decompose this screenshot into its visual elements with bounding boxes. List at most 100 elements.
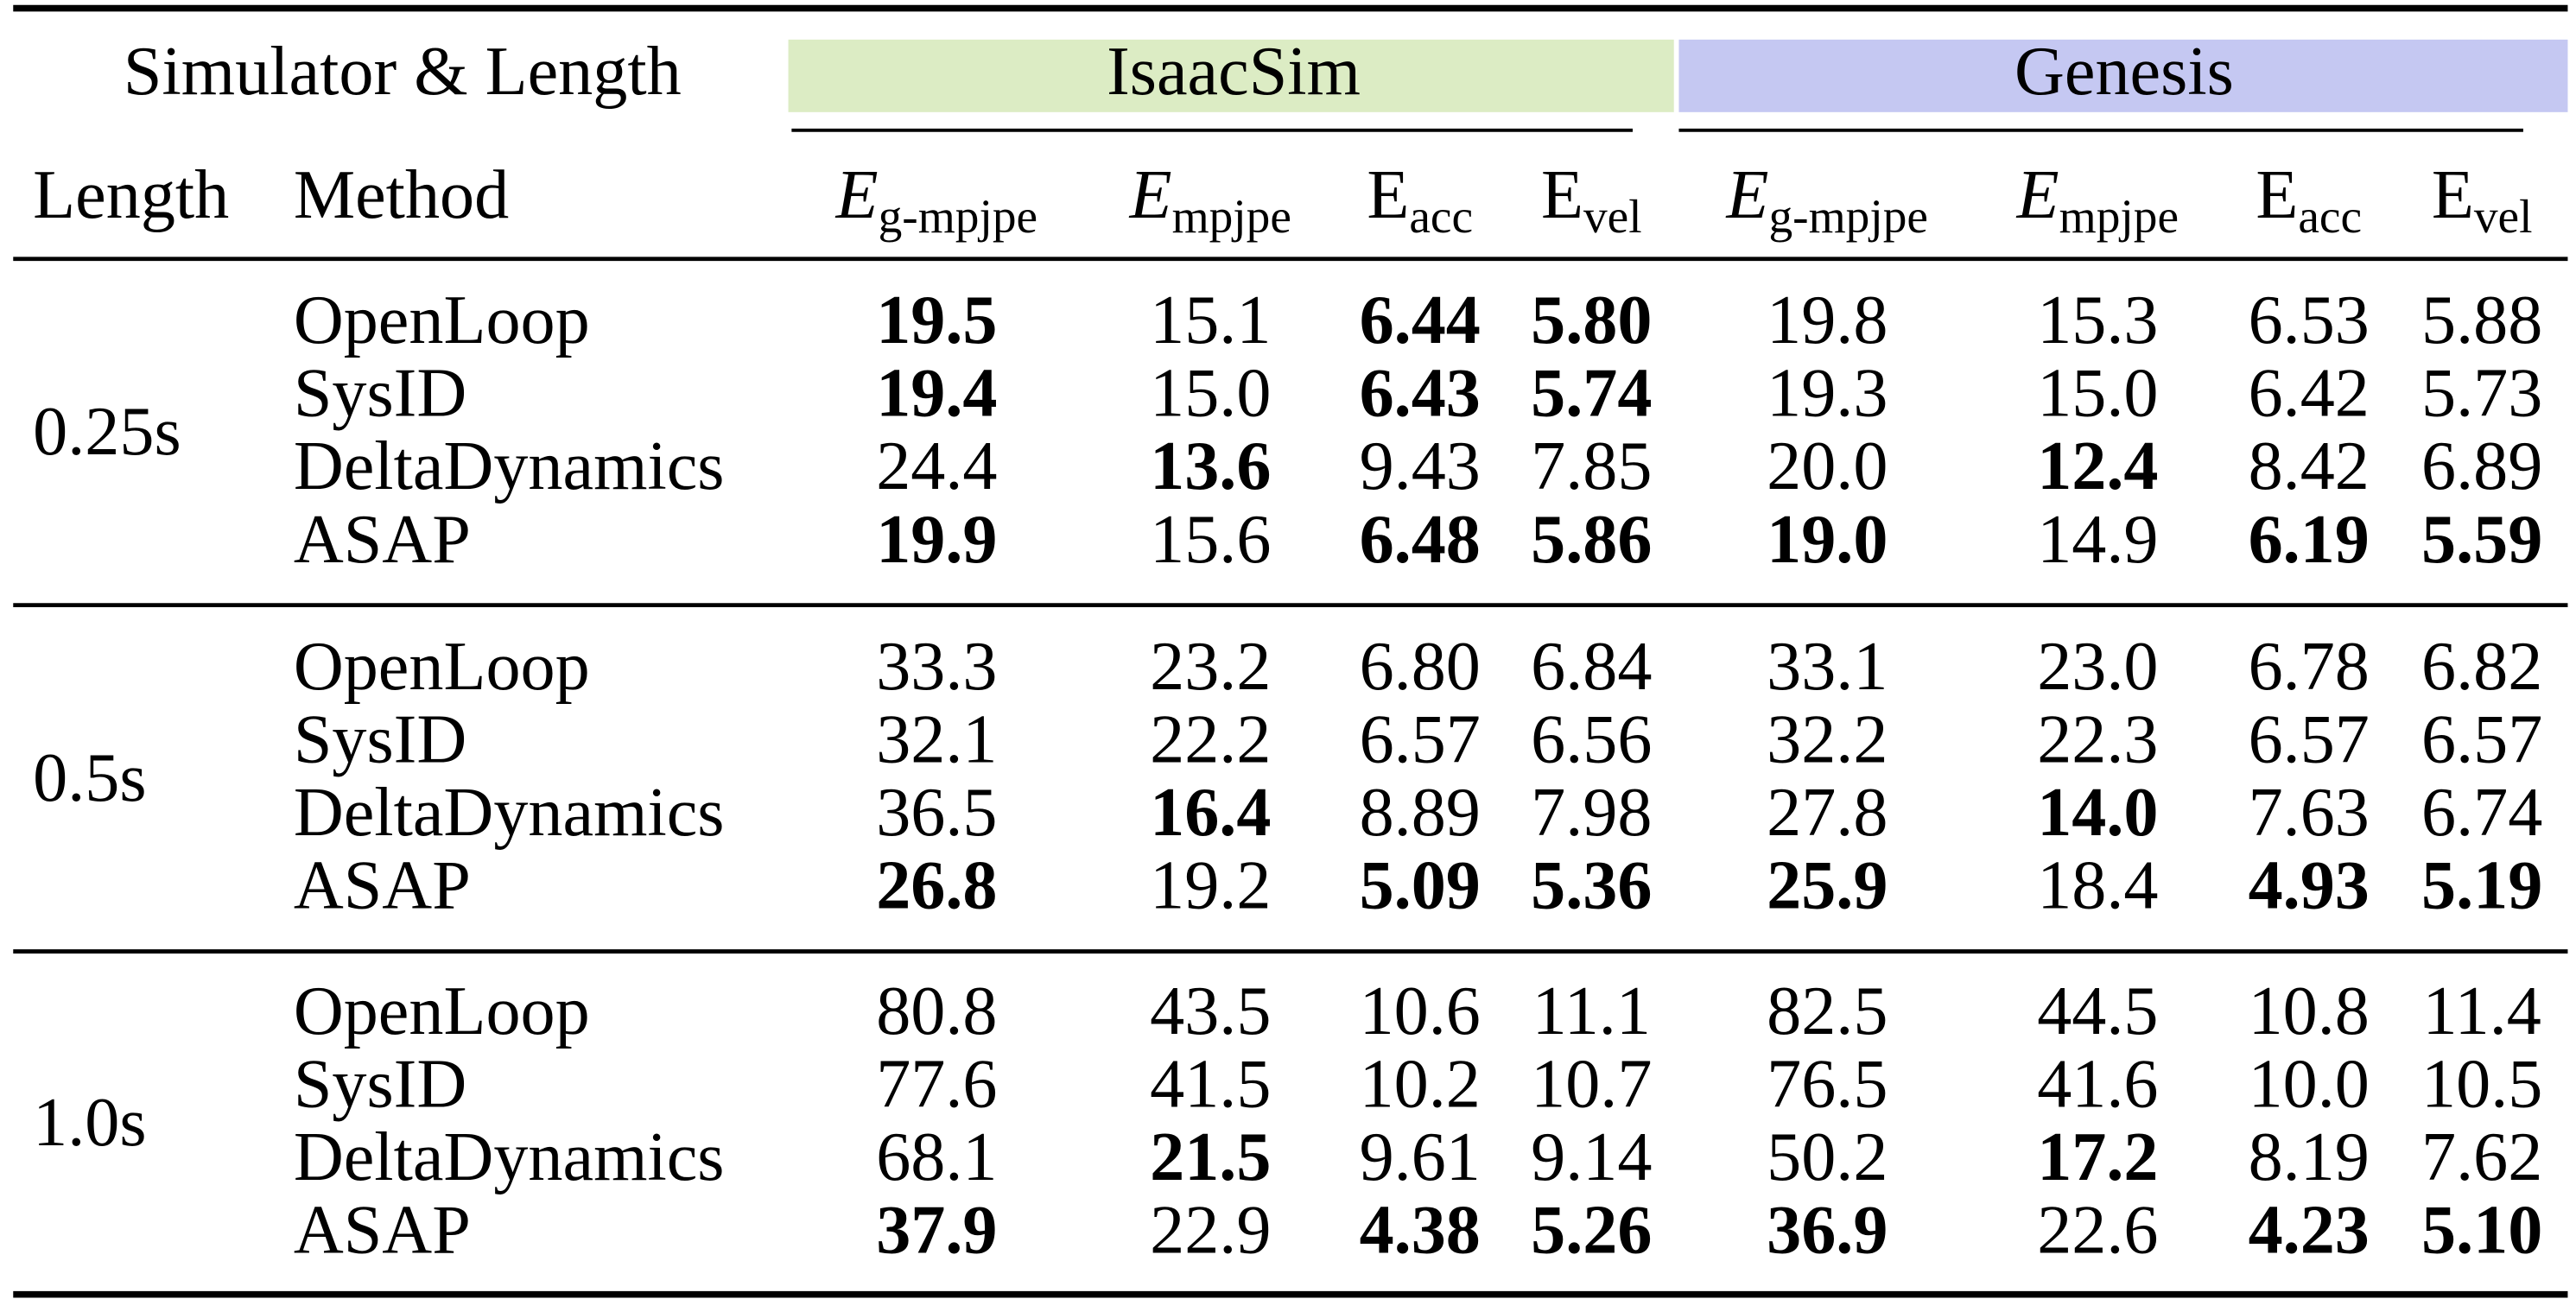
cell-value: 14.9 [2037,502,2158,578]
method-name: OpenLoop [294,282,590,358]
cell-value: 9.14 [1531,1119,1652,1195]
column-header: Empjpe [2016,157,2179,243]
group-header: Genesis [2014,34,2234,110]
cell-value: 6.78 [2249,629,2370,705]
cell-value: 37.9 [876,1193,997,1269]
column-header-main: E [1541,157,1583,233]
cell-value: 4.93 [2249,848,2370,924]
cell-value: 5.80 [1531,282,1652,358]
cell-value: 77.6 [876,1047,997,1123]
cell-value: 15.0 [2037,356,2158,432]
cell-value: 6.56 [1531,702,1652,778]
cell-value: 15.1 [1150,282,1271,358]
method-name: SysID [294,356,466,432]
column-header: Method [294,157,509,233]
column-header-sub: acc [1409,190,1473,243]
cell-value: 36.5 [876,775,997,851]
column-header: Eg-mpjpe [1726,157,1928,243]
cell-value: 7.85 [1531,428,1652,504]
cell-value: 4.38 [1360,1193,1481,1269]
column-header-main: E [2432,157,2474,233]
cell-value: 16.4 [1150,775,1271,851]
cell-value: 41.6 [2037,1047,2158,1123]
length-label: 1.0s [33,1085,146,1161]
column-header: Length [33,157,229,233]
group-header: IsaacSim [1107,34,1361,110]
method-name: ASAP [294,502,471,578]
cell-value: 15.3 [2037,282,2158,358]
column-header-sub: g-mpjpe [1769,190,1929,243]
length-label: 0.5s [33,740,146,816]
cell-value: 19.2 [1150,848,1271,924]
cell-value: 33.3 [876,629,997,705]
cell-value: 4.23 [2249,1193,2370,1269]
method-name: SysID [294,1047,466,1123]
cell-value: 24.4 [876,428,997,504]
top-left-header: Simulator & Length [124,34,682,110]
cell-value: 12.4 [2037,428,2158,504]
column-header: Evel [1541,157,1642,243]
cell-value: 23.2 [1150,629,1271,705]
cell-value: 6.48 [1360,502,1481,578]
cell-value: 19.8 [1767,282,1888,358]
cell-value: 5.74 [1531,356,1652,432]
cell-value: 6.57 [1360,702,1481,778]
cell-value: 6.53 [2249,282,2370,358]
length-label: 0.25s [33,394,181,470]
cell-value: 13.6 [1150,428,1271,504]
method-name: ASAP [294,1193,471,1269]
method-name: DeltaDynamics [294,775,725,851]
column-header-sub: vel [1583,190,1642,243]
cell-value: 6.43 [1360,356,1481,432]
cell-value: 17.2 [2037,1119,2158,1195]
cell-value: 20.0 [1767,428,1888,504]
cell-value: 5.10 [2421,1193,2542,1269]
cell-value: 11.1 [1532,973,1651,1049]
cell-value: 6.80 [1360,629,1481,705]
cell-value: 10.7 [1531,1047,1652,1123]
cell-value: 22.9 [1150,1193,1271,1269]
cell-value: 23.0 [2037,629,2158,705]
cell-value: 19.9 [876,502,997,578]
cell-value: 6.84 [1531,629,1652,705]
column-header: Eacc [2256,157,2362,243]
cell-value: 5.36 [1531,848,1652,924]
column-header-sub: acc [2298,190,2362,243]
method-name: DeltaDynamics [294,1119,725,1195]
cell-value: 76.5 [1767,1047,1888,1123]
cell-value: 80.8 [876,973,997,1049]
cell-value: 50.2 [1767,1119,1888,1195]
column-header-sub: mpjpe [1172,190,1291,243]
column-header-main: E [1367,157,1409,233]
method-name: DeltaDynamics [294,428,725,504]
cell-value: 5.19 [2421,848,2542,924]
cell-value: 8.89 [1360,775,1481,851]
cell-value: 22.3 [2037,702,2158,778]
cell-value: 41.5 [1150,1047,1271,1123]
column-header: Evel [2432,157,2533,243]
cell-value: 19.4 [876,356,997,432]
cell-value: 10.6 [1360,973,1481,1049]
cell-value: 5.59 [2421,502,2542,578]
group-header-bg [788,39,1674,112]
cell-value: 8.19 [2249,1119,2370,1195]
cell-value: 44.5 [2037,973,2158,1049]
cell-value: 19.0 [1767,502,1888,578]
method-name: OpenLoop [294,629,590,705]
cell-value: 5.09 [1360,848,1481,924]
cell-value: 6.42 [2249,356,2370,432]
method-name: OpenLoop [294,973,590,1049]
cell-value: 82.5 [1767,973,1888,1049]
column-header-sub: mpjpe [2059,190,2179,243]
cell-value: 9.43 [1360,428,1481,504]
cell-value: 7.62 [2421,1119,2542,1195]
cell-value: 5.86 [1531,502,1652,578]
cell-value: 21.5 [1150,1119,1271,1195]
group-header-bg [1678,39,2568,112]
column-header-main: E [2256,157,2298,233]
cell-value: 18.4 [2037,848,2158,924]
cell-value: 5.73 [2421,356,2542,432]
cell-value: 5.26 [1531,1193,1652,1269]
column-header: Empjpe [1129,157,1291,243]
